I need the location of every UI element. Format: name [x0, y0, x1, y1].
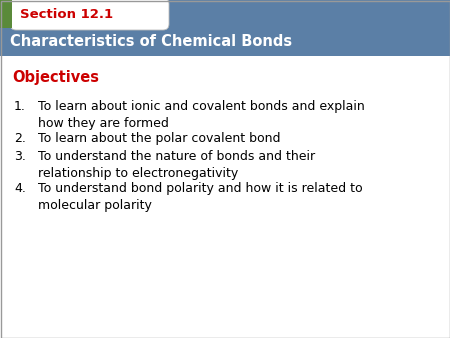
Text: To understand bond polarity and how it is related to
molecular polarity: To understand bond polarity and how it i…: [38, 182, 363, 213]
Text: To understand the nature of bonds and their
relationship to electronegativity: To understand the nature of bonds and th…: [38, 150, 315, 180]
FancyBboxPatch shape: [10, 0, 169, 30]
Text: Objectives: Objectives: [12, 70, 99, 85]
Text: 1.: 1.: [14, 100, 26, 113]
Text: 3.: 3.: [14, 150, 26, 163]
Text: Section 12.1: Section 12.1: [20, 7, 113, 21]
Bar: [0, 28, 450, 56]
Text: To learn about ionic and covalent bonds and explain
how they are formed: To learn about ionic and covalent bonds …: [38, 100, 365, 130]
Text: Characteristics of Chemical Bonds: Characteristics of Chemical Bonds: [10, 34, 292, 49]
Bar: [0, 0, 450, 28]
Text: To learn about the polar covalent bond: To learn about the polar covalent bond: [38, 132, 280, 145]
Bar: [0, 0, 12, 28]
Text: 2.: 2.: [14, 132, 26, 145]
Text: 4.: 4.: [14, 182, 26, 195]
